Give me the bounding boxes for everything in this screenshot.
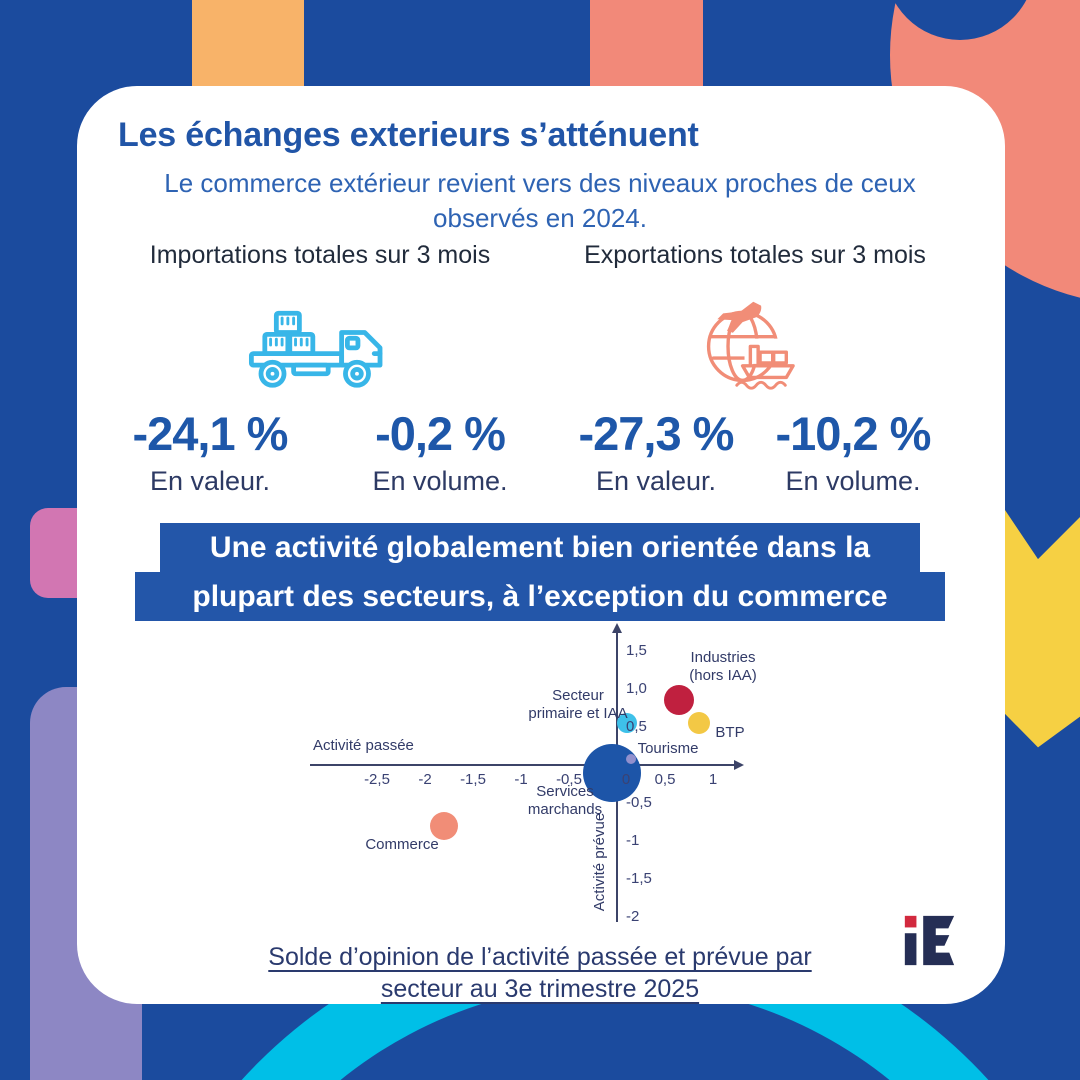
bubble-btp xyxy=(687,712,710,735)
stat-label: En valeur. xyxy=(595,466,717,496)
x-tick-label: 0,5 xyxy=(654,771,676,788)
orange-bar-shape xyxy=(192,0,304,95)
exports-heading: Exportations totales sur 3 mois xyxy=(584,241,926,269)
x-axis-title: Activité passée xyxy=(313,737,414,754)
stat-number: -10,2 % xyxy=(775,407,932,460)
stat-imports-value: -24,1 % En valeur. xyxy=(100,408,320,497)
stat-label: En volume. xyxy=(372,466,508,496)
y-tick-label: 1,5 xyxy=(626,642,647,659)
banner-line-1: Une activité globalement bien orientée d… xyxy=(160,523,920,572)
stat-label: En valeur. xyxy=(149,466,271,496)
y-tick-label: -1 xyxy=(626,832,640,849)
imports-heading: Importations totales sur 3 mois xyxy=(149,241,491,269)
label-services-marchands: Services marchands xyxy=(527,783,603,818)
stat-imports-volume: -0,2 % En volume. xyxy=(330,408,550,497)
x-tick-label: -1,5 xyxy=(460,771,486,788)
coral-bar-shape xyxy=(590,0,703,95)
scatter-chart: Activité passée Activité prévue Industri… xyxy=(280,623,790,940)
ie-logo xyxy=(904,915,955,966)
stat-number: -0,2 % xyxy=(375,407,506,460)
x-tick-label: -2 xyxy=(418,771,432,788)
y-tick-label: -0,5 xyxy=(626,794,652,811)
label-secteur-primaire-et-iaa: Secteur primaire et IAA xyxy=(528,687,628,722)
bubble-commerce xyxy=(430,811,459,840)
bubble-industries-hors-iaa xyxy=(664,685,695,716)
label-commerce: Commerce xyxy=(365,836,439,853)
page-subtitle: Le commerce extérieur revient vers des n… xyxy=(110,166,970,236)
page-title: Les échanges exterieurs s’atténuent xyxy=(118,116,699,154)
stat-number: -27,3 % xyxy=(578,407,735,460)
stat-exports-volume: -10,2 % En volume. xyxy=(743,408,963,497)
yellow-chevron-shape xyxy=(1005,492,1080,748)
label-btp: BTP xyxy=(715,724,745,741)
y-tick-label: 1,0 xyxy=(626,680,647,697)
caption-line-2: secteur au 3e trimestre 2025 xyxy=(380,975,700,1003)
y-tick-label: -2 xyxy=(626,908,640,925)
stat-number: -24,1 % xyxy=(132,407,289,460)
x-tick-label: -1 xyxy=(514,771,528,788)
y-axis-title: Activité prévue xyxy=(591,812,608,912)
bubble-secteur-primaire-et-iaa xyxy=(616,713,637,734)
label-industries-hors-iaa: Industries (hors IAA) xyxy=(689,649,757,684)
y-tick-label: 0,5 xyxy=(626,718,647,735)
x-axis-line xyxy=(310,764,734,766)
y-axis-arrow-icon xyxy=(612,623,622,633)
bubble-tourisme xyxy=(626,753,637,764)
subtitle-line-2: observés en 2024. xyxy=(433,203,647,233)
subtitle-line-1: Le commerce extérieur revient vers des n… xyxy=(164,168,916,198)
bubble-services-marchands xyxy=(583,743,642,802)
stat-exports-value: -27,3 % En valeur. xyxy=(546,408,766,497)
x-tick-label: -0,5 xyxy=(556,771,582,788)
caption-line-1: Solde d’opinion de l’activité passée et … xyxy=(268,943,812,971)
banner-line-2: plupart des secteurs, à l’exception du c… xyxy=(135,572,945,621)
stat-label: En volume. xyxy=(785,466,921,496)
x-tick-label: 1 xyxy=(708,771,718,788)
truck-icon xyxy=(248,310,383,388)
label-tourisme: Tourisme xyxy=(637,740,699,757)
chart-caption: Solde d’opinion de l’activité passée et … xyxy=(140,941,940,1005)
x-axis-arrow-icon xyxy=(734,760,744,770)
x-tick-label: 0 xyxy=(621,771,631,788)
x-tick-label: -2,5 xyxy=(364,771,390,788)
globe-plane-ship-icon xyxy=(706,301,795,390)
y-tick-label: -1,5 xyxy=(626,870,652,887)
